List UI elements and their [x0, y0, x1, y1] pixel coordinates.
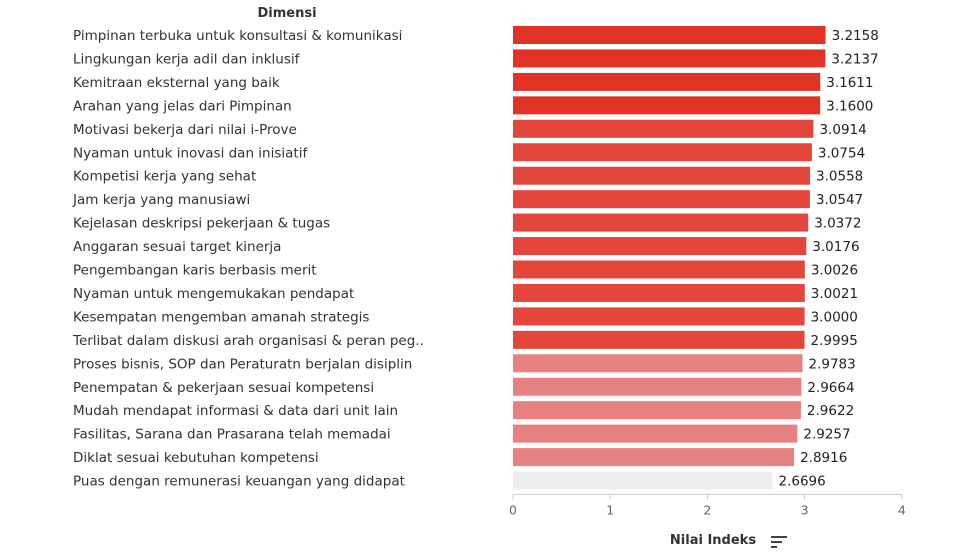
category-label: Motivasi bekerja dari nilai i-Prove	[73, 122, 297, 138]
bars-layer: Pimpinan terbuka untuk konsultasi & komu…	[72, 26, 879, 490]
category-label: Lingkungan kerja adil dan inklusif	[73, 51, 301, 67]
bar[interactable]	[513, 377, 802, 396]
sort-descending-icon[interactable]	[771, 536, 787, 548]
data-label: 2.9664	[807, 380, 854, 396]
x-tick-label: 0	[509, 503, 517, 518]
category-label: Nyaman untuk mengemukakan pendapat	[73, 286, 354, 302]
x-axis: 0 1 2 3 4	[509, 494, 906, 518]
data-label: 3.0000	[811, 309, 858, 325]
bar[interactable]	[513, 213, 809, 232]
category-label: Kompetisi kerja yang sehat	[73, 169, 256, 185]
category-label: Puas dengan remunerasi keuangan yang did…	[73, 474, 405, 490]
bar[interactable]	[513, 471, 773, 490]
x-tick-label: 4	[898, 503, 906, 518]
data-label: 2.8916	[800, 450, 847, 466]
bar[interactable]	[513, 448, 795, 467]
data-label: 3.0021	[811, 286, 858, 302]
bar[interactable]	[513, 260, 805, 279]
category-label: Mudah mendapat informasi & data dari uni…	[73, 403, 398, 419]
data-label: 3.2137	[831, 51, 878, 67]
category-label: Kesempatan mengemban amanah strategis	[73, 309, 369, 325]
data-label: 3.0914	[819, 122, 866, 138]
data-label: 2.9783	[808, 356, 855, 372]
data-label: 3.0176	[812, 239, 859, 255]
category-label: Fasilitas, Sarana dan Prasarana telah me…	[73, 427, 391, 443]
data-label: 3.0372	[814, 216, 861, 232]
bar[interactable]	[513, 26, 826, 44]
x-tick-label: 3	[801, 503, 809, 518]
bar[interactable]	[513, 401, 801, 420]
bar[interactable]	[513, 49, 826, 68]
bar[interactable]	[513, 119, 814, 138]
category-label: Anggaran sesuai target kinerja	[73, 239, 281, 255]
category-label: Pengembangan karis berbasis merit	[73, 263, 317, 279]
category-label: Terlibat dalam diskusi arah organisasi &…	[72, 333, 424, 349]
data-label: 2.6696	[778, 474, 825, 490]
x-tick-label: 2	[703, 503, 711, 518]
category-label: Arahan yang jelas dari Pimpinan	[73, 98, 292, 114]
category-label: Diklat sesuai kebutuhan kompetensi	[73, 450, 319, 466]
bar[interactable]	[513, 354, 803, 373]
bar[interactable]	[513, 330, 805, 349]
x-axis-title: Nilai Indeks	[670, 533, 756, 548]
category-label: Penempatan & pekerjaan sesuai kompetensi	[73, 380, 374, 396]
category-label: Proses bisnis, SOP dan Peraturatn berjal…	[73, 356, 412, 372]
bar[interactable]	[513, 72, 821, 91]
bar[interactable]	[513, 424, 798, 443]
bar[interactable]	[513, 96, 821, 115]
bar[interactable]	[513, 283, 805, 302]
data-label: 3.1611	[826, 75, 873, 91]
data-label: 3.0754	[818, 145, 865, 161]
data-label: 3.0547	[816, 192, 863, 208]
category-label: Pimpinan terbuka untuk konsultasi & komu…	[73, 28, 402, 44]
category-label: Jam kerja yang manusiawi	[72, 192, 250, 208]
data-label: 3.2158	[832, 28, 879, 44]
data-label: 2.9622	[807, 403, 854, 419]
data-label: 2.9995	[811, 333, 858, 349]
data-label: 2.9257	[803, 427, 850, 443]
bar[interactable]	[513, 237, 807, 256]
category-label: Kemitraan eksternal yang baik	[73, 75, 280, 91]
bar[interactable]	[513, 307, 805, 326]
bar[interactable]	[513, 166, 811, 185]
bar[interactable]	[513, 190, 810, 209]
data-label: 3.0558	[816, 169, 863, 185]
x-tick-label: 1	[606, 503, 614, 518]
bar[interactable]	[513, 143, 812, 162]
category-label: Kejelasan deskripsi pekerjaan & tugas	[73, 216, 330, 232]
category-header: Dimensi	[257, 6, 316, 21]
data-label: 3.1600	[826, 98, 873, 114]
category-label: Nyaman untuk inovasi dan inisiatif	[73, 145, 308, 161]
data-label: 3.0026	[811, 263, 858, 279]
